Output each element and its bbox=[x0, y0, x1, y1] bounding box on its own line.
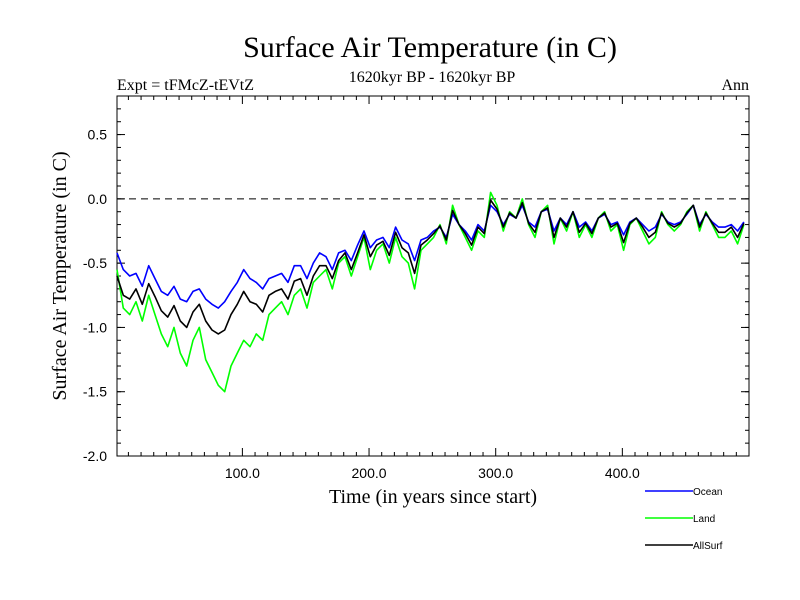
experiment-label: Expt = tFMcZ-tEVtZ bbox=[117, 77, 254, 94]
y-tick-label: 0.0 bbox=[88, 191, 108, 207]
legend-label-ocean: Ocean bbox=[693, 487, 722, 498]
y-tick-label: -1.5 bbox=[83, 384, 107, 400]
x-tick-label: 200.0 bbox=[352, 465, 387, 481]
y-axis-label: Surface Air Temperature (in C) bbox=[49, 151, 71, 400]
x-axis-label: Time (in years since start) bbox=[329, 486, 537, 508]
legend-label-allsurf: AllSurf bbox=[693, 541, 723, 552]
y-tick-label: -2.0 bbox=[83, 448, 107, 464]
x-tick-label: 400.0 bbox=[605, 465, 640, 481]
chart-title: Surface Air Temperature (in C) bbox=[243, 31, 617, 64]
plot-frame bbox=[116, 95, 750, 457]
y-tick-label: -0.5 bbox=[83, 255, 107, 271]
x-tick-label: 300.0 bbox=[478, 465, 513, 481]
x-axis: 100.0 200.0 300.0 400.0 bbox=[127, 96, 737, 481]
y-axis: 0.5 0.0 -0.5 -1.0 -1.5 -2.0 bbox=[83, 95, 749, 464]
series-group bbox=[116, 191, 745, 393]
period-label: 1620kyr BP - 1620kyr BP bbox=[349, 69, 516, 86]
x-tick-label: 100.0 bbox=[225, 465, 260, 481]
legend-label-land: Land bbox=[693, 514, 715, 525]
series-line-allsurf bbox=[116, 199, 745, 335]
y-tick-label: 0.5 bbox=[88, 127, 108, 143]
y-tick-label: -1.0 bbox=[83, 319, 107, 335]
season-label: Ann bbox=[721, 77, 749, 94]
series-line-ocean bbox=[116, 204, 745, 309]
series-line-land bbox=[116, 191, 745, 393]
legend: Ocean Land AllSurf bbox=[645, 487, 723, 552]
